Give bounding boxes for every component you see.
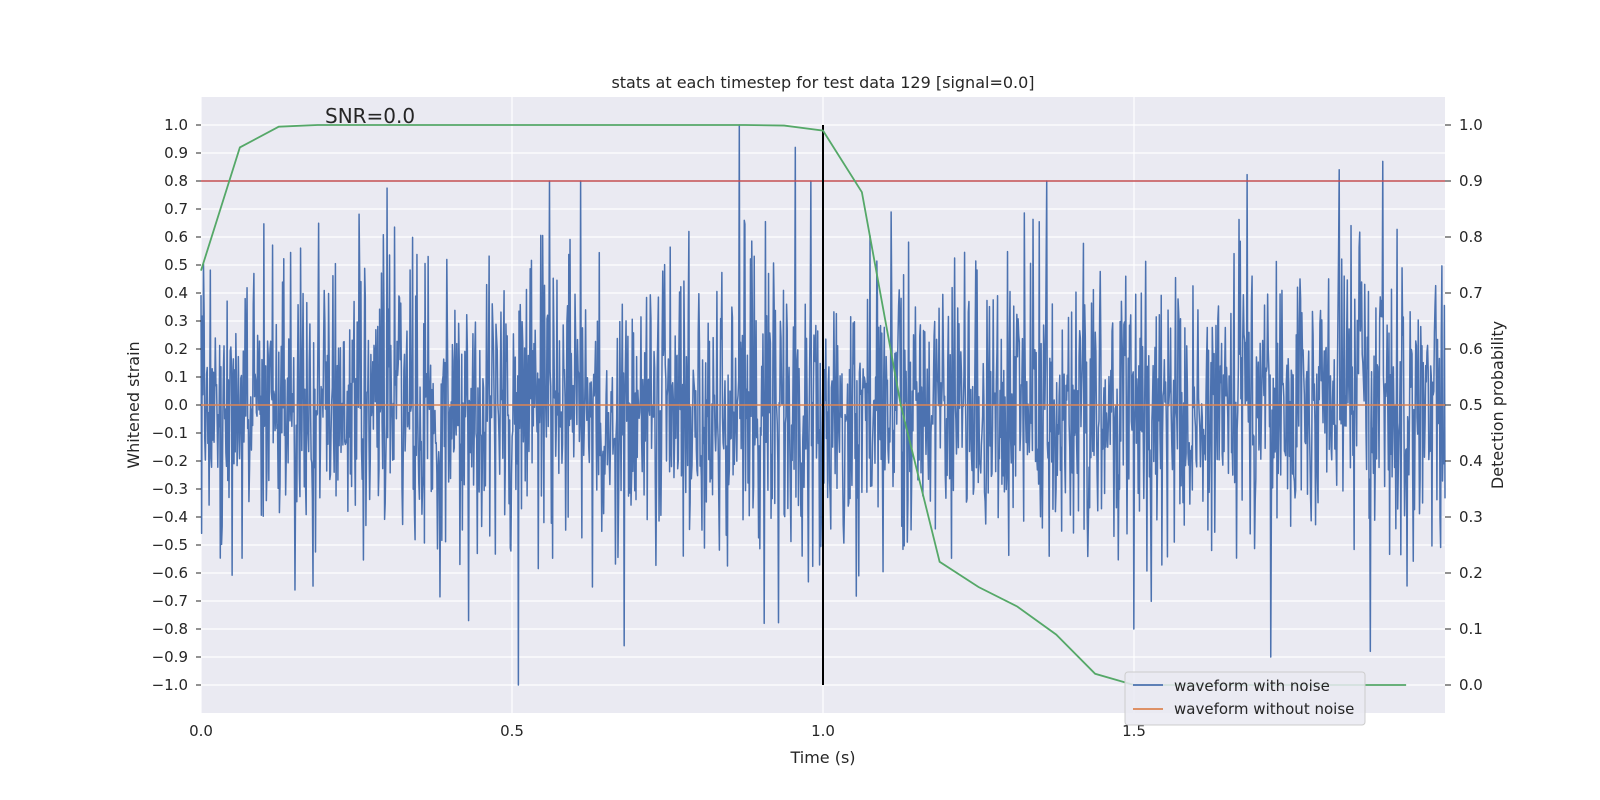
- x-tick-label: 0.0: [189, 722, 213, 740]
- y2-tick-label: 0.5: [1459, 396, 1483, 414]
- y-tick-label: 1.0: [164, 116, 188, 134]
- y-tick-label: −0.1: [152, 424, 188, 442]
- y2-tick-label: 0.8: [1459, 228, 1483, 246]
- y-tick-label: 0.3: [164, 312, 188, 330]
- y2-tick-label: 0.7: [1459, 284, 1483, 302]
- snr-annotation: SNR=0.0: [325, 104, 415, 128]
- y2-tick-label: 0.4: [1459, 452, 1483, 470]
- y-tick-label: −0.4: [152, 508, 188, 526]
- y-tick-label: 0.2: [164, 340, 188, 358]
- y-tick-label: −0.8: [152, 620, 188, 638]
- y-tick-label: −0.9: [152, 648, 188, 666]
- y-tick-label: −0.2: [152, 452, 188, 470]
- y-tick-label: 0.9: [164, 144, 188, 162]
- y-tick-label: −1.0: [152, 676, 188, 694]
- x-axis-ticks: 0.0 0.5 1.0 1.5: [189, 722, 1146, 740]
- y-tick-label: −0.3: [152, 480, 188, 498]
- y2-axis-ticks: 1.0 0.9 0.8 0.7 0.6 0.5 0.4 0.3 0.2 0.1 0.0: [1445, 116, 1483, 694]
- y2-tick-label: 0.0: [1459, 676, 1483, 694]
- y2-tick-label: 0.9: [1459, 172, 1483, 190]
- y-tick-label: 0.7: [164, 200, 188, 218]
- y-tick-label: 0.4: [164, 284, 188, 302]
- legend-label-clean: waveform without noise: [1174, 700, 1354, 718]
- legend-label-noise: waveform with noise: [1174, 677, 1330, 695]
- y2-tick-label: 0.3: [1459, 508, 1483, 526]
- y-tick-label: −0.7: [152, 592, 188, 610]
- chart-title: stats at each timestep for test data 129…: [611, 73, 1034, 92]
- x-tick-label: 1.0: [811, 722, 835, 740]
- legend-box: [1124, 671, 1366, 726]
- y2-tick-label: 0.2: [1459, 564, 1483, 582]
- y2-tick-label: 0.6: [1459, 340, 1483, 358]
- y-tick-label: 0.5: [164, 256, 188, 274]
- x-axis-label: Time (s): [789, 748, 855, 767]
- y-tick-label: −0.5: [152, 536, 188, 554]
- y2-tick-label: 1.0: [1459, 116, 1483, 134]
- x-tick-label: 1.5: [1122, 722, 1146, 740]
- y-tick-label: 0.0: [164, 396, 188, 414]
- y-tick-label: −0.6: [152, 564, 188, 582]
- y2-axis-label: Detection probability: [1488, 321, 1507, 489]
- y-tick-label: 0.6: [164, 228, 188, 246]
- legend: waveform with noise waveform without noi…: [1124, 671, 1366, 726]
- y-tick-label: 0.8: [164, 172, 188, 190]
- y-axis-ticks: 1.0 0.9 0.8 0.7 0.6 0.5 0.4 0.3 0.2 0.1 0.0 −0.1 −0.…: [152, 116, 201, 694]
- y-axis-label: Whitened strain: [124, 341, 143, 468]
- x-tick-label: 0.5: [500, 722, 524, 740]
- y2-tick-label: 0.1: [1459, 620, 1483, 638]
- y-tick-label: 0.1: [164, 368, 188, 386]
